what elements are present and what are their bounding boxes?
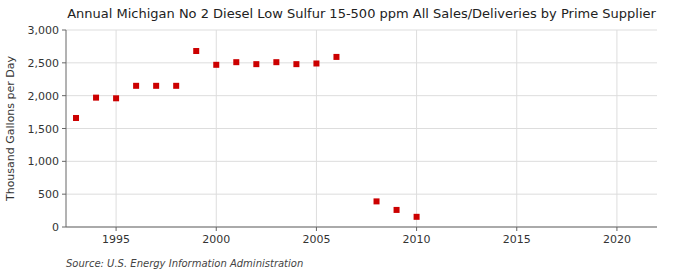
point [133,83,139,89]
grid [66,30,657,227]
tick-x [216,227,217,231]
point [173,83,179,89]
tick-label-x: 2015 [503,233,531,246]
tick-y [62,161,66,162]
tick-label-x: 2000 [202,233,230,246]
tick-label-x: 1995 [102,233,130,246]
point [394,207,400,213]
tick-label-y: 0 [52,221,59,234]
point [293,61,299,67]
grid-line-y [66,62,657,63]
point [333,54,339,60]
tick-label-y: 1,500 [28,123,60,136]
tick-y [62,227,66,228]
tick-label-x: 2020 [603,233,631,246]
axes: 1995 2000 2005 2010 2015 2020 0 500 1,000 1,500 2,… [28,24,658,246]
title: Annual Michigan No 2 Diesel Low Sulfur 1… [67,6,656,21]
y-axis-label: Thousand Gallons per Day [4,55,17,202]
tick-label-y: 2,500 [28,57,60,70]
source: Source: U.S. Energy Information Administ… [66,258,303,269]
grid-line-y [66,161,657,162]
point [73,115,79,121]
tick-y [62,95,66,96]
tick-x [116,227,117,231]
grid-line-y [66,128,657,129]
point [233,59,239,65]
grid-line-y [66,95,657,96]
tick-label-y: 500 [38,188,59,201]
tick-x [516,227,517,231]
tick-label-x: 2005 [302,233,330,246]
point [374,198,380,204]
point [253,61,259,67]
y-axis-line [66,30,67,227]
point [93,95,99,101]
point [113,95,119,101]
tick-label-y: 3,000 [28,24,60,37]
point [213,62,219,68]
point [193,48,199,54]
tick-y [62,194,66,195]
grid-line-y [66,30,657,31]
tick-x [416,227,417,231]
tick-label-y: 2,000 [28,90,60,103]
point [414,214,420,220]
chart: 1995 2000 2005 2010 2015 2020 0 500 1,000 1,500 2,… [0,0,675,275]
tick-label-x: 2010 [403,233,431,246]
point [153,83,159,89]
grid-line-y [66,194,657,195]
tick-y [62,128,66,129]
tick-y [62,62,66,63]
point [273,59,279,65]
point [313,60,319,66]
grid-line-y [66,227,657,228]
tick-x [616,227,617,231]
x-axis-line [66,227,657,228]
tick-y [62,30,66,31]
points [73,48,420,220]
tick-x [316,227,317,231]
tick-label-y: 1,000 [28,155,60,168]
